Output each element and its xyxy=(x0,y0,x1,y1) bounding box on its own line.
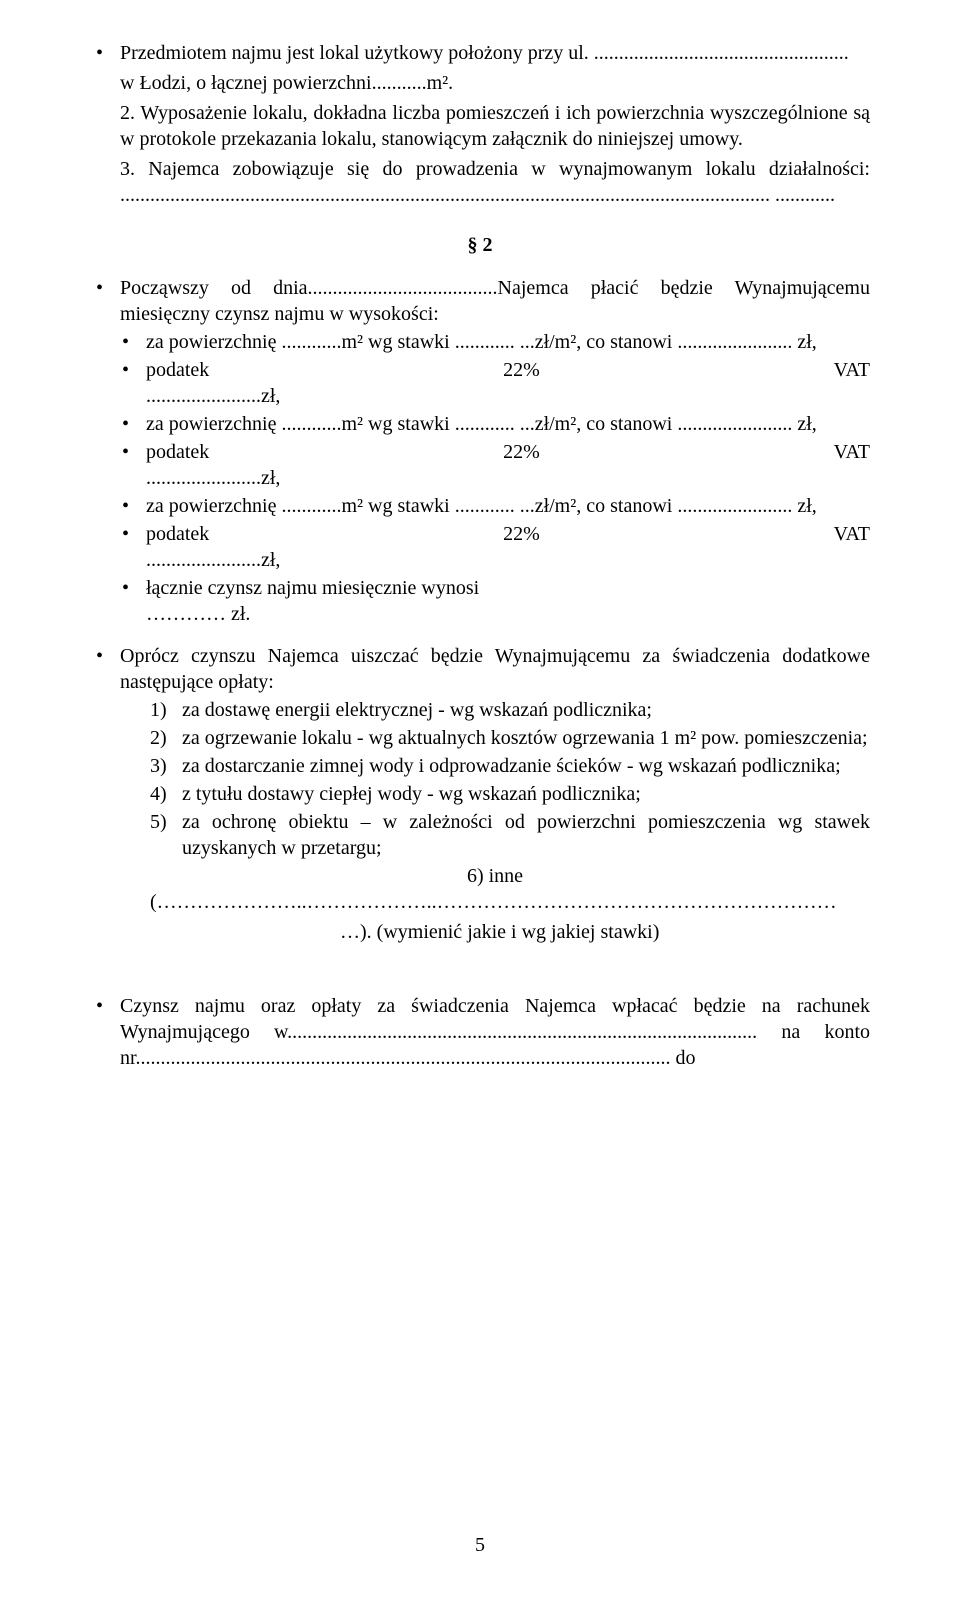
s2-vat-3-left: podatek xyxy=(146,521,209,547)
s2-n1: 1) za dostawę energii elektrycznej - wg w… xyxy=(120,697,870,723)
s2-area-1-text: za powierzchnię ............m² wg stawki… xyxy=(146,331,817,353)
s2-b3: Czynsz najmu oraz opłaty za świadczenia … xyxy=(90,993,870,1071)
s2-bullet-list-3: Czynsz najmu oraz opłaty za świadczenia … xyxy=(90,993,870,1071)
s2-area-1: za powierzchnię ............m² wg stawki… xyxy=(90,329,870,355)
s2-vat-3-mid: 22% xyxy=(503,521,540,547)
s2-vat-1: podatek 22% VAT .......................z… xyxy=(90,357,870,409)
s2-vat-3: podatek 22% VAT .......................z… xyxy=(90,521,870,573)
s2-vat-2: podatek 22% VAT .......................z… xyxy=(90,439,870,491)
s2-n1-text: za dostawę energii elektrycznej - wg wsk… xyxy=(182,699,652,721)
top-bullet-wrapper: Przedmiotem najmu jest lokal użytkowy po… xyxy=(90,40,870,208)
s2-n1-num: 1) xyxy=(150,697,167,723)
s2-vat-1-row: podatek 22% VAT xyxy=(146,357,870,383)
top-line-3: 2. Wyposażenie lokalu, dokładna liczba p… xyxy=(120,100,870,152)
s2-n6-paren: (…………………..………………..…………………………………………………… xyxy=(120,889,870,915)
s2-vat-2-mid: 22% xyxy=(503,439,540,465)
s2-n4-num: 4) xyxy=(150,781,167,807)
s2-n2-text: za ogrzewanie lokalu - wg aktualnych kos… xyxy=(182,727,868,749)
s2-n4-text: z tytułu dostawy ciepłej wody - wg wskaz… xyxy=(182,783,641,805)
s2-vat-2-cont: .......................zł, xyxy=(146,465,870,491)
s2-inner-list: za powierzchnię ............m² wg stawki… xyxy=(90,329,870,627)
s2-vat-3-right: VAT xyxy=(834,521,870,547)
s2-b1-text: Począwszy od dnia.......................… xyxy=(120,277,870,325)
top-bullet-item: Przedmiotem najmu jest lokal użytkowy po… xyxy=(90,40,870,208)
spacer-2 xyxy=(90,949,870,993)
s2-sum-b: ………… zł. xyxy=(146,601,870,627)
top-line-4: 3. Najemca zobowiązuje się do prowadzeni… xyxy=(120,156,870,208)
s2-n3-num: 3) xyxy=(150,753,167,779)
s2-n6-label: 6) inne xyxy=(120,863,870,889)
s2-sum: łącznie czynsz najmu miesięcznie wynosi … xyxy=(90,575,870,627)
page-number: 5 xyxy=(0,1534,960,1557)
s2-n3-text: za dostarczanie zimnej wody i odprowadza… xyxy=(182,755,841,777)
s2-b3-text: Czynsz najmu oraz opłaty za świadczenia … xyxy=(120,995,870,1069)
s2-vat-2-left: podatek xyxy=(146,439,209,465)
s2-vat-3-cont: .......................zł, xyxy=(146,547,870,573)
s2-numlist: 1) za dostawę energii elektrycznej - wg w… xyxy=(120,697,870,861)
s2-vat-3-row: podatek 22% VAT xyxy=(146,521,870,547)
s2-n5: 5) za ochronę obiektu – w zależności od p… xyxy=(120,809,870,861)
s2-area-2-text: za powierzchnię ............m² wg stawki… xyxy=(146,413,817,435)
top-line-2: w Łodzi, o łącznej powierzchni..........… xyxy=(120,70,870,96)
s2-vat-2-row: podatek 22% VAT xyxy=(146,439,870,465)
s2-n6-end: …). (wymienić jakie i wg jakiej stawki) xyxy=(120,919,870,945)
s2-b2: Oprócz czynszu Najemca uiszczać będzie W… xyxy=(90,643,870,945)
s2-vat-1-mid: 22% xyxy=(503,357,540,383)
s2-bullet-list-2: Oprócz czynszu Najemca uiszczać będzie W… xyxy=(90,643,870,945)
s2-vat-2-right: VAT xyxy=(834,439,870,465)
s2-area-3: za powierzchnię ............m² wg stawki… xyxy=(90,493,870,519)
s2-n3: 3) za dostarczanie zimnej wody i odprowad… xyxy=(120,753,870,779)
s2-bullet-list-1: Począwszy od dnia.......................… xyxy=(90,275,870,327)
s2-area-2: za powierzchnię ............m² wg stawki… xyxy=(90,411,870,437)
s2-vat-1-left: podatek xyxy=(146,357,209,383)
s2-vat-1-cont: .......................zł, xyxy=(146,383,870,409)
s2-n2-num: 2) xyxy=(150,725,167,751)
s2-sum-a: łącznie czynsz najmu miesięcznie wynosi xyxy=(146,575,870,601)
spacer-1 xyxy=(90,629,870,643)
s2-n5-num: 5) xyxy=(150,809,167,835)
s2-n4: 4) z tytułu dostawy ciepłej wody - wg wsk… xyxy=(120,781,870,807)
section-2-heading: § 2 xyxy=(90,234,870,257)
s2-b1: Począwszy od dnia.......................… xyxy=(90,275,870,327)
s2-area-3-text: za powierzchnię ............m² wg stawki… xyxy=(146,495,817,517)
s2-vat-1-right: VAT xyxy=(834,357,870,383)
page: Przedmiotem najmu jest lokal użytkowy po… xyxy=(0,0,960,1597)
s2-n2: 2) za ogrzewanie lokalu - wg aktualnych k… xyxy=(120,725,870,751)
s2-n5-text: za ochronę obiektu – w zależności od pow… xyxy=(182,811,870,859)
s2-b2-text: Oprócz czynszu Najemca uiszczać będzie W… xyxy=(120,645,870,693)
top-line-1: Przedmiotem najmu jest lokal użytkowy po… xyxy=(120,40,870,66)
